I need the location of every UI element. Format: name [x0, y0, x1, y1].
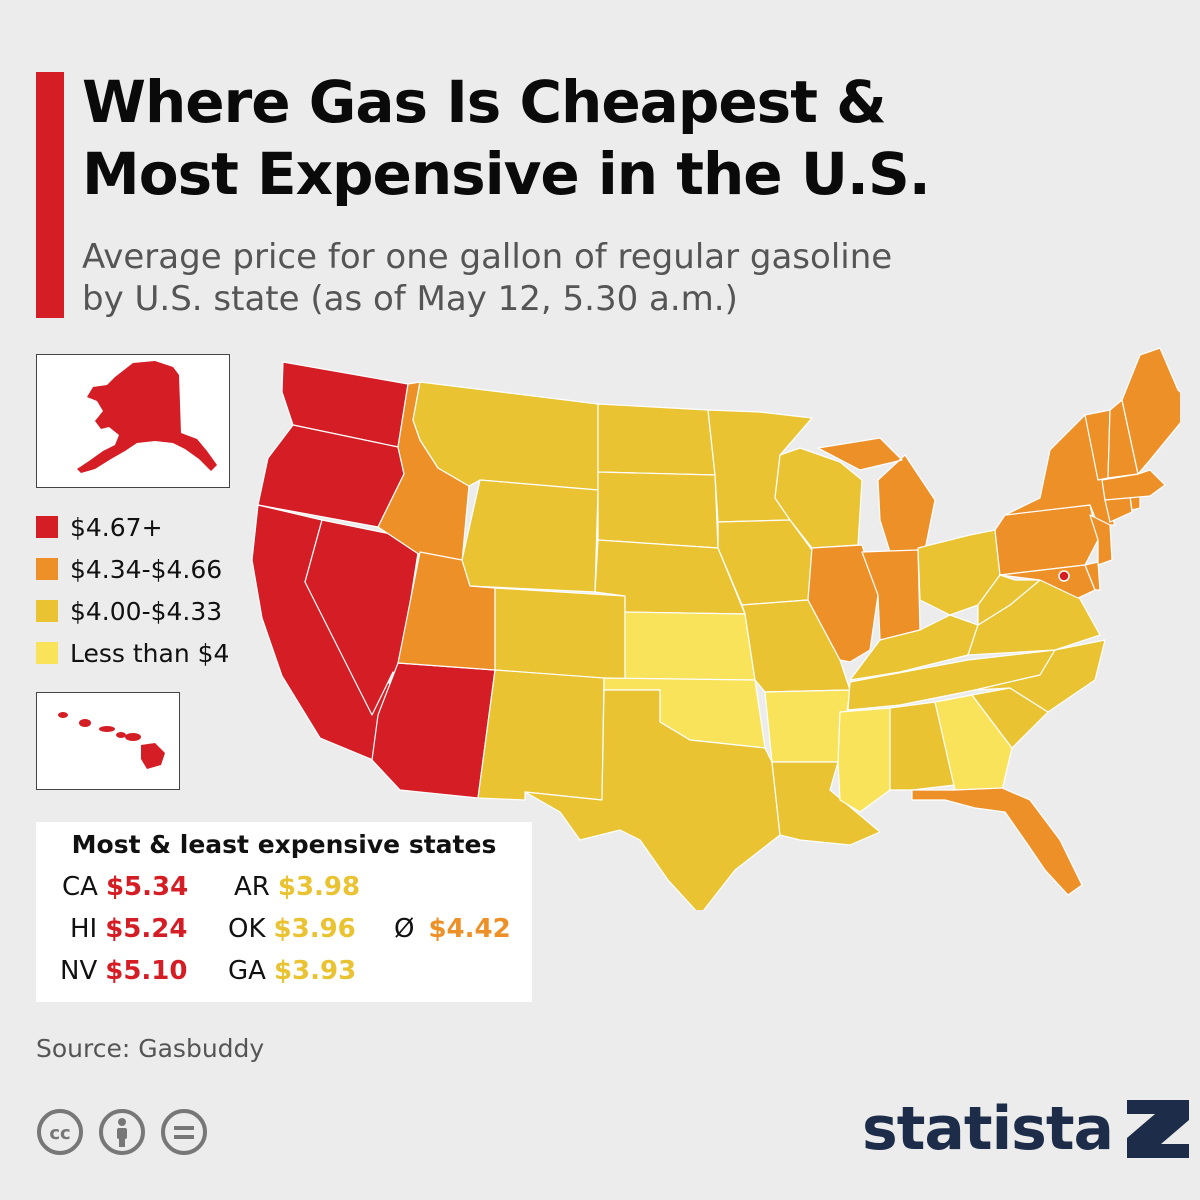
- price-value: $5.34: [105, 872, 189, 902]
- subtitle-line-1: Average price for one gallon of regular …: [82, 237, 893, 277]
- title-accent-bar: [36, 72, 64, 318]
- state-code: NV: [60, 956, 98, 986]
- state-NM: [477, 669, 605, 801]
- state-DE: [1084, 561, 1101, 591]
- price-value: $3.98: [277, 872, 361, 902]
- legend-swatch: [36, 642, 58, 664]
- legend-item-tier4: Less than $4: [36, 632, 229, 674]
- title-line-2: Most Expensive in the U.S.: [82, 140, 931, 208]
- state-MS: [837, 707, 891, 813]
- state-code: OK: [228, 914, 266, 944]
- legend: $4.67+ $4.34-$4.66 $4.00-$4.33 Less than…: [36, 506, 229, 674]
- legend-label: Less than $4: [70, 638, 230, 668]
- state-NJ: [1089, 514, 1113, 566]
- state-GA: [934, 694, 1013, 791]
- subtitle: Average price for one gallon of regular …: [82, 236, 892, 320]
- legend-swatch: [36, 558, 58, 580]
- source-note: Source: Gasbuddy: [36, 1034, 265, 1063]
- no-derivatives-icon: [161, 1109, 207, 1155]
- state-KY: [849, 614, 979, 681]
- price-value: $5.24: [105, 914, 188, 944]
- legend-swatch: [36, 600, 58, 622]
- state-MD: [999, 564, 1096, 599]
- stat-most-1: CA $5.34: [62, 872, 188, 902]
- stats-box: Most & least expensive states CA $5.34 HI…: [36, 822, 532, 1002]
- page-title: Where Gas Is Cheapest & Most Expensive i…: [82, 66, 931, 210]
- state-ND: [597, 403, 716, 476]
- state-SD: [597, 471, 719, 549]
- dc-marker: [1058, 570, 1070, 582]
- subtitle-line-2: by U.S. state (as of May 12, 5.30 a.m.): [82, 279, 738, 319]
- legend-item-tier1: $4.67+: [36, 506, 229, 548]
- state-AL: [889, 701, 956, 791]
- state-FL: [911, 787, 1083, 896]
- legend-label: $4.34-$4.66: [70, 554, 223, 584]
- average-price: $4.42: [428, 914, 511, 944]
- state-PA: [994, 504, 1099, 576]
- legend-item-tier3: $4.00-$4.33: [36, 590, 229, 632]
- hawaii-inset: [36, 692, 180, 790]
- statista-logo-icon: [1127, 1100, 1190, 1158]
- state-NC: [974, 639, 1106, 713]
- title-line-1: Where Gas Is Cheapest &: [82, 68, 887, 136]
- svg-text:cc: cc: [49, 1123, 70, 1144]
- stat-most-3: NV $5.10: [60, 956, 188, 986]
- legend-label: $4.00-$4.33: [70, 596, 223, 626]
- alaska-inset: [36, 354, 230, 488]
- state-code: CA: [62, 872, 98, 902]
- legend-swatch: [36, 516, 58, 538]
- price-value: $5.10: [105, 956, 188, 986]
- license-icons: cc: [36, 1108, 208, 1156]
- legend-label: $4.67+: [70, 512, 163, 542]
- brand-name: statista: [862, 1094, 1114, 1164]
- price-value: $3.96: [273, 914, 356, 944]
- state-KS: [624, 611, 756, 681]
- legend-item-tier2: $4.34-$4.66: [36, 548, 229, 590]
- stat-least-1: AR $3.98: [234, 872, 360, 902]
- state-WY: [461, 479, 599, 593]
- state-AK: [77, 361, 217, 473]
- state-HI: [58, 712, 165, 769]
- state-code: HI: [70, 914, 98, 944]
- state-code: AR: [234, 872, 270, 902]
- state-ME: [1121, 347, 1180, 475]
- stat-least-3: GA $3.93: [228, 956, 356, 986]
- state-AZ: [371, 662, 496, 799]
- price-value: $3.93: [273, 956, 357, 986]
- cc-icon: cc: [37, 1109, 83, 1155]
- average-symbol: Ø: [394, 914, 415, 944]
- attribution-icon: [99, 1109, 145, 1155]
- state-AR: [764, 689, 851, 763]
- state-CO: [494, 587, 626, 681]
- state-code: GA: [228, 956, 266, 986]
- stat-most-2: HI $5.24: [70, 914, 187, 944]
- us-map: [251, 347, 1180, 910]
- stat-average: Ø $4.42: [394, 914, 511, 944]
- statista-brand: statista: [862, 1094, 1190, 1164]
- state-TX: [524, 689, 781, 910]
- stats-title: Most & least expensive states: [71, 830, 497, 859]
- state-LA: [771, 761, 881, 846]
- stat-least-2: OK $3.96: [228, 914, 356, 944]
